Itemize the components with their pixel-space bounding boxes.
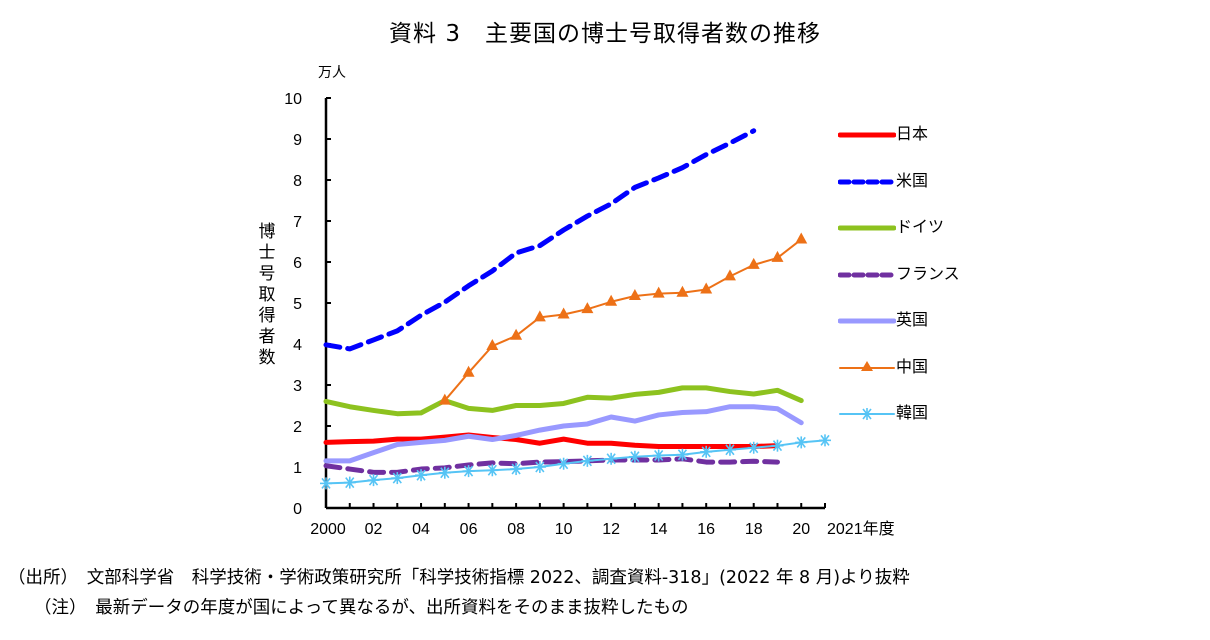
- x-tick-label: 2021年度: [827, 520, 895, 538]
- data-point-asterisk: [700, 445, 713, 458]
- legend-label: 英国: [896, 310, 929, 329]
- y-tick-label: 8: [293, 173, 302, 190]
- series-line: [443, 238, 803, 402]
- source-note: （出所） 文部科学省 科学技術・学術政策研究所「科学技術指標 2022、調査資料…: [8, 568, 910, 588]
- data-point-asterisk: [557, 457, 570, 470]
- data-point-triangle: [510, 328, 523, 340]
- data-point-triangle: [652, 286, 665, 298]
- y-tick-label: 0: [293, 501, 302, 518]
- data-point-asterisk: [391, 472, 404, 485]
- data-point-triangle: [795, 232, 808, 244]
- data-point-triangle: [605, 294, 618, 306]
- x-tick-label: 18: [745, 521, 763, 538]
- data-point-asterisk: [438, 466, 451, 479]
- data-point-asterisk: [367, 474, 380, 487]
- data-point-triangle: [462, 365, 475, 377]
- x-tick-label: 12: [602, 521, 620, 538]
- data-point-asterisk: [723, 443, 736, 456]
- legend-swatch: [839, 408, 895, 420]
- series-line: [325, 439, 826, 485]
- chart-title: 資料 3 主要国の博士号取得者数の推移: [389, 21, 821, 47]
- x-tick-label: 20: [792, 521, 810, 538]
- legend-label: 日本: [896, 124, 929, 143]
- data-point-asterisk: [320, 477, 332, 490]
- data-point-asterisk: [415, 469, 428, 482]
- data-point-asterisk: [819, 434, 831, 447]
- data-point-asterisk: [652, 449, 665, 462]
- y-tick-label: 7: [293, 214, 302, 231]
- footnote: （注） 最新データの年度が国によって異なるが、出所資料をそのまま抜粋したもの: [34, 598, 689, 618]
- data-point-asterisk: [676, 448, 689, 461]
- series-5: [438, 232, 808, 405]
- data-point-asterisk: [628, 450, 641, 463]
- data-point-triangle: [700, 282, 713, 294]
- x-tick-label: 16: [697, 521, 715, 538]
- data-point-asterisk: [533, 461, 546, 473]
- data-point-asterisk: [462, 465, 475, 478]
- y-tick-label: 9: [293, 132, 302, 149]
- data-point-triangle: [676, 285, 689, 297]
- series-1: [323, 128, 757, 352]
- data-point-triangle: [723, 269, 736, 281]
- data-point-triangle: [581, 302, 594, 314]
- data-point-asterisk: [771, 439, 784, 452]
- y-tick-label: 2: [293, 419, 302, 436]
- legend-swatch: [839, 360, 895, 371]
- x-tick-label: 14: [650, 521, 668, 538]
- legend-label: 韓国: [896, 403, 929, 422]
- data-point-triangle: [628, 289, 641, 301]
- data-point-asterisk: [486, 464, 499, 477]
- data-point-triangle: [771, 250, 784, 262]
- x-tick-label: 08: [507, 521, 525, 538]
- y-tick-label: 5: [293, 296, 302, 313]
- data-point-asterisk: [581, 454, 594, 467]
- x-tick-label: 10: [555, 521, 573, 538]
- data-point-asterisk: [510, 463, 523, 476]
- legend-label: 中国: [896, 356, 929, 376]
- y-tick-label: 1: [293, 460, 302, 477]
- legend-label: ドイツ: [896, 217, 945, 236]
- data-point-asterisk: [747, 441, 760, 454]
- y-tick-label: 6: [293, 255, 302, 272]
- series-line: [323, 456, 780, 475]
- x-tick-label: 06: [460, 521, 478, 538]
- series-2: [323, 385, 804, 417]
- legend-label: フランス: [896, 263, 960, 283]
- y-axis-label: 博士号取得者数: [258, 222, 276, 368]
- legend-swatch: [838, 179, 896, 184]
- legend-label: 米国: [896, 170, 929, 190]
- data-point-triangle: [533, 310, 546, 322]
- data-point-triangle: [438, 393, 451, 405]
- series-line: [323, 385, 804, 417]
- y-unit-label: 万人: [318, 65, 346, 81]
- data-point-asterisk: [605, 452, 618, 465]
- x-tick-label: 02: [365, 521, 383, 538]
- legend-swatch: [838, 318, 896, 324]
- series-line: [323, 432, 780, 449]
- data-point-triangle: [557, 307, 570, 319]
- legend-swatch: [838, 132, 896, 138]
- y-tick-label: 3: [293, 378, 302, 395]
- legend-swatch: [838, 272, 896, 277]
- data-point-asterisk: [795, 436, 808, 449]
- data-point-asterisk: [343, 476, 356, 489]
- series-6: [320, 434, 831, 490]
- legend-swatch: [838, 225, 896, 231]
- y-tick-label: 4: [293, 337, 302, 354]
- data-point-triangle: [747, 257, 760, 269]
- data-point-triangle: [486, 339, 499, 351]
- x-tick-label: 04: [412, 521, 430, 538]
- x-tick-label: 2000: [310, 521, 346, 538]
- series-4: [323, 404, 804, 464]
- y-tick-label: 10: [284, 91, 302, 108]
